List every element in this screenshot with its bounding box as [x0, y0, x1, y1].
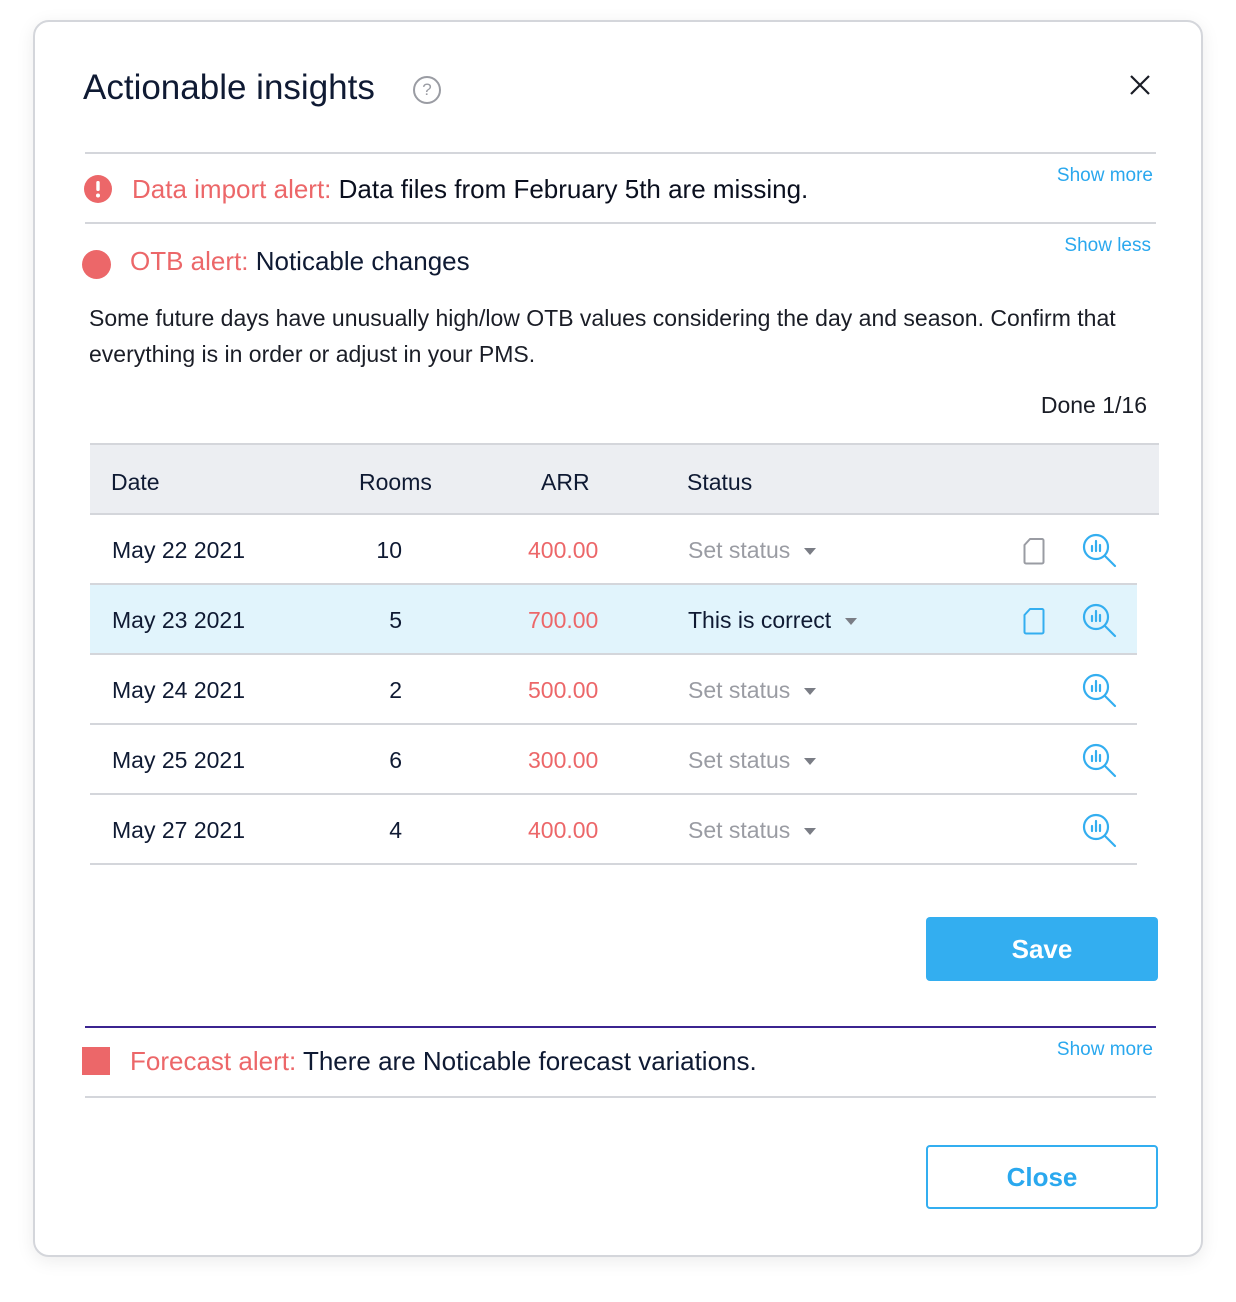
status-dropdown[interactable]: Set status — [688, 747, 817, 774]
status-value: Set status — [688, 537, 791, 563]
note-icon[interactable] — [1023, 607, 1045, 635]
status-value: Set status — [688, 677, 791, 703]
caret-down-icon — [804, 828, 817, 836]
chart-search-icon[interactable] — [1082, 813, 1118, 849]
table-header: Date Rooms ARR Status — [90, 443, 1159, 515]
alert-label: Data import alert: — [132, 174, 332, 204]
cell-arr: 400.00 — [528, 537, 599, 563]
caret-down-icon — [804, 548, 817, 556]
chart-search-icon[interactable] — [1082, 603, 1118, 639]
cell-arr: 300.00 — [528, 747, 599, 773]
divider — [85, 222, 1156, 224]
table-row[interactable]: May 24 2021 2 500.00 Set status — [90, 655, 1137, 725]
alert-message: Noticable changes — [255, 246, 470, 276]
cell-date: May 25 2021 — [112, 747, 245, 773]
alert-message: There are Noticable forecast variations. — [302, 1046, 757, 1076]
forecast-alert: Forecast alert: There are Noticable fore… — [130, 1046, 757, 1077]
status-dropdown[interactable]: This is correct — [688, 607, 858, 634]
data-import-alert: Data import alert: Data files from Febru… — [132, 174, 808, 205]
status-value: This is correct — [688, 607, 832, 633]
status-dropdown[interactable]: Set status — [688, 677, 817, 704]
circle-status-icon — [82, 250, 111, 279]
chart-search-icon[interactable] — [1082, 533, 1118, 569]
help-icon[interactable]: ? — [413, 76, 441, 104]
chart-search-icon[interactable] — [1082, 743, 1118, 779]
cell-arr: 400.00 — [528, 817, 599, 843]
cell-date: May 23 2021 — [112, 607, 245, 633]
header-status[interactable]: Status — [687, 469, 753, 495]
note-icon[interactable] — [1023, 537, 1045, 565]
actionable-insights-dialog: Actionable insights ? Data import alert:… — [33, 20, 1203, 1257]
cell-date: May 24 2021 — [112, 677, 245, 703]
table-row[interactable]: May 27 2021 4 400.00 Set status — [90, 795, 1137, 865]
show-less-link[interactable]: Show less — [1064, 235, 1151, 256]
divider — [85, 152, 1156, 154]
save-button[interactable]: Save — [926, 917, 1158, 981]
cell-rooms: 2 — [389, 677, 402, 703]
table-row[interactable]: May 25 2021 6 300.00 Set status — [90, 725, 1137, 795]
header-arr[interactable]: ARR — [541, 469, 590, 495]
otb-description: Some future days have unusually high/low… — [89, 305, 1116, 367]
close-button[interactable]: Close — [926, 1145, 1158, 1209]
status-value: Set status — [688, 817, 791, 843]
progress-count: Done 1/16 — [1040, 392, 1147, 418]
cell-date: May 22 2021 — [112, 537, 245, 563]
square-status-icon — [82, 1047, 110, 1075]
dialog-title: Actionable insights — [83, 68, 375, 107]
chart-search-icon[interactable] — [1082, 673, 1118, 709]
show-more-link[interactable]: Show more — [1056, 1039, 1153, 1060]
cell-rooms: 5 — [389, 607, 402, 633]
divider — [85, 1096, 1156, 1098]
alert-label: OTB alert: — [130, 246, 249, 276]
header-rooms[interactable]: Rooms — [359, 469, 432, 495]
cell-arr: 500.00 — [528, 677, 599, 703]
status-dropdown[interactable]: Set status — [688, 537, 817, 564]
table-row[interactable]: May 22 2021 10 400.00 Set status — [90, 515, 1137, 585]
show-more-link[interactable]: Show more — [1056, 165, 1153, 186]
close-icon[interactable] — [1125, 70, 1155, 100]
header-date[interactable]: Date — [111, 469, 160, 495]
cell-rooms: 10 — [376, 537, 402, 563]
caret-down-icon — [804, 758, 817, 766]
divider — [85, 1026, 1156, 1028]
cell-rooms: 4 — [389, 817, 402, 843]
otb-alert: OTB alert: Noticable changes — [130, 246, 470, 277]
cell-rooms: 6 — [389, 747, 402, 773]
alert-label: Forecast alert: — [130, 1046, 297, 1076]
alert-message: Data files from February 5th are missing… — [338, 174, 809, 204]
caret-down-icon — [845, 618, 858, 626]
exclamation-circle-icon — [84, 175, 112, 203]
cell-date: May 27 2021 — [112, 817, 245, 843]
cell-arr: 700.00 — [528, 607, 599, 633]
caret-down-icon — [804, 688, 817, 696]
table-row[interactable]: May 23 2021 5 700.00 This is correct — [90, 585, 1137, 655]
status-value: Set status — [688, 747, 791, 773]
status-dropdown[interactable]: Set status — [688, 817, 817, 844]
